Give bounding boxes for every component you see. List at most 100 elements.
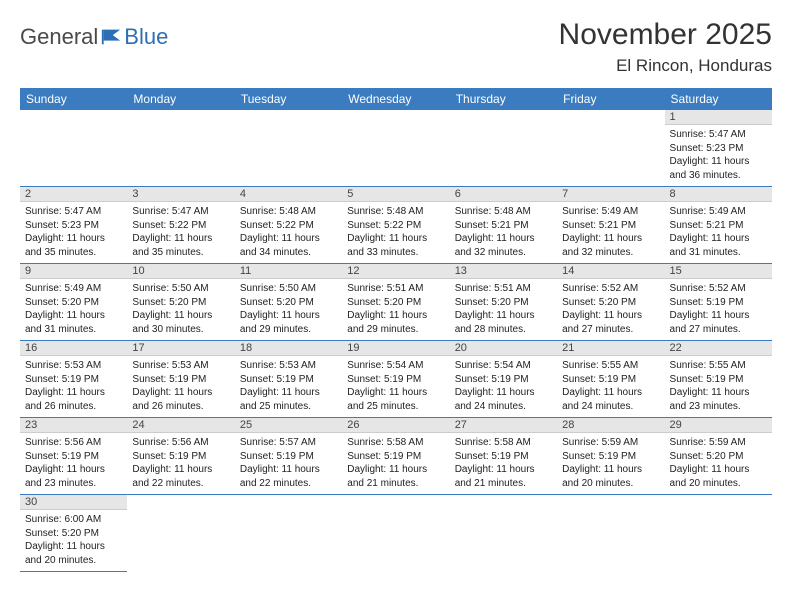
calendar-cell: 18Sunrise: 5:53 AMSunset: 5:19 PMDayligh…: [235, 341, 342, 418]
location-label: El Rincon, Honduras: [559, 56, 772, 76]
day-number: 26: [342, 418, 449, 433]
calendar-table: SundayMondayTuesdayWednesdayThursdayFrid…: [20, 88, 772, 572]
calendar-row: 2Sunrise: 5:47 AMSunset: 5:23 PMDaylight…: [20, 187, 772, 264]
day-number: 20: [450, 341, 557, 356]
calendar-cell: 13Sunrise: 5:51 AMSunset: 5:20 PMDayligh…: [450, 264, 557, 341]
day-details: Sunrise: 5:55 AMSunset: 5:19 PMDaylight:…: [665, 356, 772, 417]
day-number: 23: [20, 418, 127, 433]
day-number: 14: [557, 264, 664, 279]
calendar-cell: 29Sunrise: 5:59 AMSunset: 5:20 PMDayligh…: [665, 418, 772, 495]
day-number: 10: [127, 264, 234, 279]
brand-part2: Blue: [124, 24, 168, 50]
calendar-cell: 15Sunrise: 5:52 AMSunset: 5:19 PMDayligh…: [665, 264, 772, 341]
day-number: 28: [557, 418, 664, 433]
day-number: 12: [342, 264, 449, 279]
day-number: 15: [665, 264, 772, 279]
calendar-cell: 16Sunrise: 5:53 AMSunset: 5:19 PMDayligh…: [20, 341, 127, 418]
day-details: Sunrise: 5:48 AMSunset: 5:22 PMDaylight:…: [342, 202, 449, 263]
calendar-body: 1Sunrise: 5:47 AMSunset: 5:23 PMDaylight…: [20, 110, 772, 572]
calendar-cell: 7Sunrise: 5:49 AMSunset: 5:21 PMDaylight…: [557, 187, 664, 264]
day-number: 13: [450, 264, 557, 279]
day-details: Sunrise: 5:53 AMSunset: 5:19 PMDaylight:…: [235, 356, 342, 417]
day-details: Sunrise: 5:50 AMSunset: 5:20 PMDaylight:…: [127, 279, 234, 340]
calendar-cell-empty: [450, 110, 557, 187]
calendar-cell: 21Sunrise: 5:55 AMSunset: 5:19 PMDayligh…: [557, 341, 664, 418]
calendar-cell-empty: [557, 495, 664, 572]
flag-icon: [100, 27, 122, 47]
brand-logo: General Blue: [20, 18, 168, 50]
day-details: Sunrise: 5:51 AMSunset: 5:20 PMDaylight:…: [342, 279, 449, 340]
day-number: 8: [665, 187, 772, 202]
day-details: Sunrise: 5:56 AMSunset: 5:19 PMDaylight:…: [20, 433, 127, 494]
calendar-cell: 14Sunrise: 5:52 AMSunset: 5:20 PMDayligh…: [557, 264, 664, 341]
calendar-cell: 11Sunrise: 5:50 AMSunset: 5:20 PMDayligh…: [235, 264, 342, 341]
calendar-cell: 17Sunrise: 5:53 AMSunset: 5:19 PMDayligh…: [127, 341, 234, 418]
weekday-header: Thursday: [450, 88, 557, 110]
calendar-cell: 10Sunrise: 5:50 AMSunset: 5:20 PMDayligh…: [127, 264, 234, 341]
day-number: 7: [557, 187, 664, 202]
day-details: Sunrise: 5:54 AMSunset: 5:19 PMDaylight:…: [342, 356, 449, 417]
weekday-header: Tuesday: [235, 88, 342, 110]
day-number: 2: [20, 187, 127, 202]
calendar-row: 23Sunrise: 5:56 AMSunset: 5:19 PMDayligh…: [20, 418, 772, 495]
calendar-cell: 20Sunrise: 5:54 AMSunset: 5:19 PMDayligh…: [450, 341, 557, 418]
calendar-cell: 1Sunrise: 5:47 AMSunset: 5:23 PMDaylight…: [665, 110, 772, 187]
calendar-cell: 8Sunrise: 5:49 AMSunset: 5:21 PMDaylight…: [665, 187, 772, 264]
calendar-cell-empty: [557, 110, 664, 187]
day-details: Sunrise: 6:00 AMSunset: 5:20 PMDaylight:…: [20, 510, 127, 571]
calendar-cell: 24Sunrise: 5:56 AMSunset: 5:19 PMDayligh…: [127, 418, 234, 495]
day-number: 6: [450, 187, 557, 202]
day-details: Sunrise: 5:57 AMSunset: 5:19 PMDaylight:…: [235, 433, 342, 494]
day-number: 17: [127, 341, 234, 356]
calendar-row: 16Sunrise: 5:53 AMSunset: 5:19 PMDayligh…: [20, 341, 772, 418]
day-details: Sunrise: 5:49 AMSunset: 5:21 PMDaylight:…: [557, 202, 664, 263]
day-details: Sunrise: 5:51 AMSunset: 5:20 PMDaylight:…: [450, 279, 557, 340]
day-number: 27: [450, 418, 557, 433]
day-details: Sunrise: 5:47 AMSunset: 5:23 PMDaylight:…: [665, 125, 772, 186]
day-number: 9: [20, 264, 127, 279]
day-details: Sunrise: 5:52 AMSunset: 5:19 PMDaylight:…: [665, 279, 772, 340]
weekday-header: Saturday: [665, 88, 772, 110]
weekday-header: Wednesday: [342, 88, 449, 110]
day-details: Sunrise: 5:54 AMSunset: 5:19 PMDaylight:…: [450, 356, 557, 417]
day-details: Sunrise: 5:55 AMSunset: 5:19 PMDaylight:…: [557, 356, 664, 417]
calendar-cell-empty: [127, 110, 234, 187]
day-number: 21: [557, 341, 664, 356]
header: General Blue November 2025 El Rincon, Ho…: [20, 18, 772, 76]
day-number: 18: [235, 341, 342, 356]
weekday-header: Friday: [557, 88, 664, 110]
calendar-cell-empty: [665, 495, 772, 572]
calendar-cell-empty: [20, 110, 127, 187]
weekday-header: Monday: [127, 88, 234, 110]
day-number: 29: [665, 418, 772, 433]
day-details: Sunrise: 5:58 AMSunset: 5:19 PMDaylight:…: [450, 433, 557, 494]
day-number: 11: [235, 264, 342, 279]
day-number: 19: [342, 341, 449, 356]
day-details: Sunrise: 5:53 AMSunset: 5:19 PMDaylight:…: [127, 356, 234, 417]
calendar-cell: 26Sunrise: 5:58 AMSunset: 5:19 PMDayligh…: [342, 418, 449, 495]
calendar-cell: 3Sunrise: 5:47 AMSunset: 5:22 PMDaylight…: [127, 187, 234, 264]
calendar-row: 9Sunrise: 5:49 AMSunset: 5:20 PMDaylight…: [20, 264, 772, 341]
day-number: 4: [235, 187, 342, 202]
calendar-cell: 12Sunrise: 5:51 AMSunset: 5:20 PMDayligh…: [342, 264, 449, 341]
calendar-cell-empty: [450, 495, 557, 572]
calendar-cell: 25Sunrise: 5:57 AMSunset: 5:19 PMDayligh…: [235, 418, 342, 495]
day-details: Sunrise: 5:56 AMSunset: 5:19 PMDaylight:…: [127, 433, 234, 494]
day-details: Sunrise: 5:59 AMSunset: 5:19 PMDaylight:…: [557, 433, 664, 494]
day-details: Sunrise: 5:50 AMSunset: 5:20 PMDaylight:…: [235, 279, 342, 340]
calendar-cell-empty: [342, 110, 449, 187]
day-details: Sunrise: 5:53 AMSunset: 5:19 PMDaylight:…: [20, 356, 127, 417]
calendar-cell: 9Sunrise: 5:49 AMSunset: 5:20 PMDaylight…: [20, 264, 127, 341]
day-details: Sunrise: 5:47 AMSunset: 5:23 PMDaylight:…: [20, 202, 127, 263]
calendar-cell-empty: [342, 495, 449, 572]
calendar-cell-empty: [235, 110, 342, 187]
day-details: Sunrise: 5:52 AMSunset: 5:20 PMDaylight:…: [557, 279, 664, 340]
day-number: 25: [235, 418, 342, 433]
day-number: 3: [127, 187, 234, 202]
day-details: Sunrise: 5:59 AMSunset: 5:20 PMDaylight:…: [665, 433, 772, 494]
calendar-cell: 5Sunrise: 5:48 AMSunset: 5:22 PMDaylight…: [342, 187, 449, 264]
calendar-cell: 27Sunrise: 5:58 AMSunset: 5:19 PMDayligh…: [450, 418, 557, 495]
day-number: 5: [342, 187, 449, 202]
weekday-header: Sunday: [20, 88, 127, 110]
calendar-cell: 28Sunrise: 5:59 AMSunset: 5:19 PMDayligh…: [557, 418, 664, 495]
